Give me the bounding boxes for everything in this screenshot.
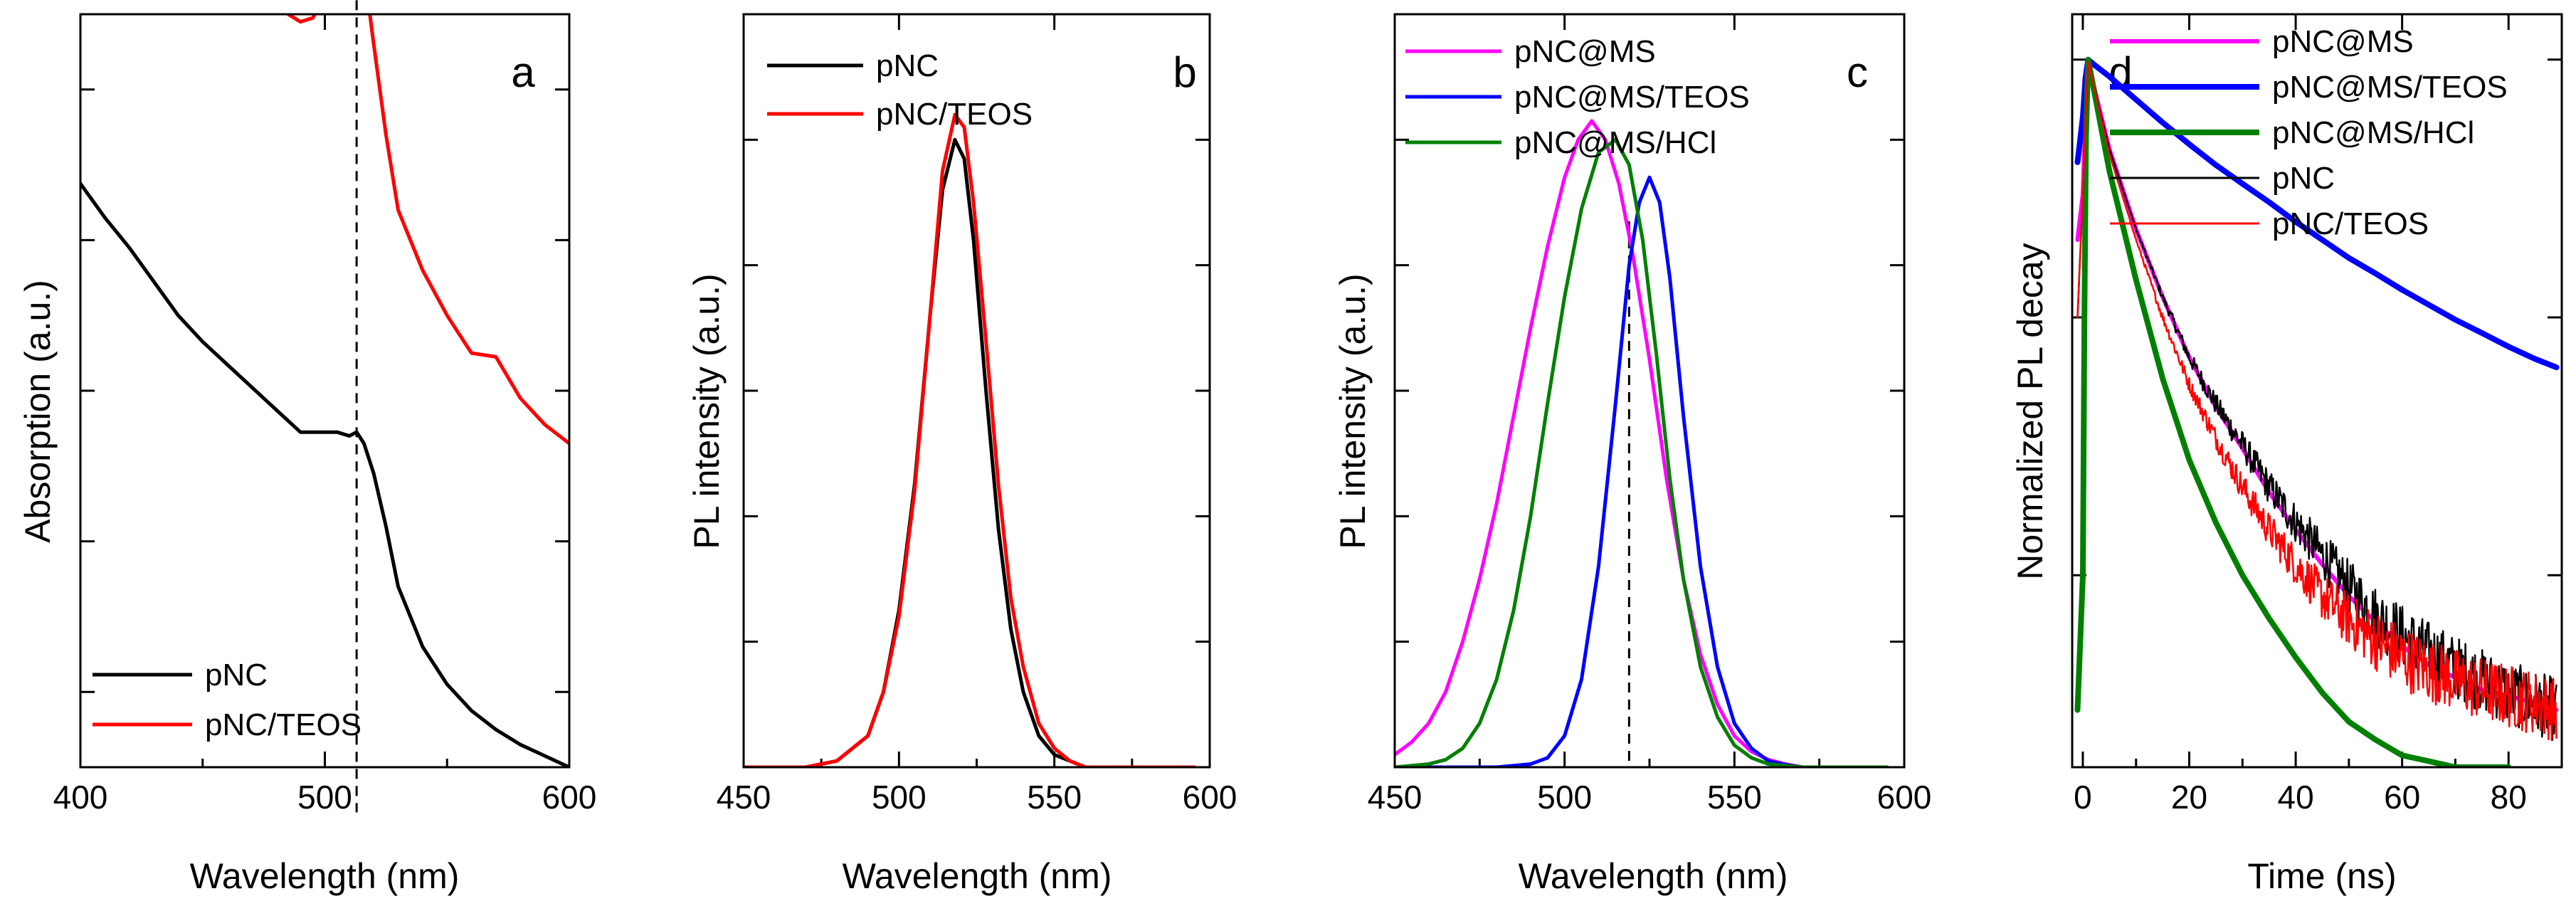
panel-b-x-tick-label: 600	[1183, 779, 1237, 816]
panel-a-plot-frame	[79, 13, 571, 769]
legend-label: pNC/TEOS	[876, 97, 1033, 132]
panel-a-x-tick-label: 600	[542, 779, 597, 816]
panel-c-x-tick-label: 600	[1877, 779, 1932, 816]
panel-d: Normalized PL decay Time (ns) d 0 20 40 60 8…	[2010, 13, 2563, 896]
panel-c-x-tick-label: 550	[1707, 779, 1762, 816]
panel-d-series-pnc-ms-teos	[2074, 56, 2560, 371]
panel-c-series-pnc-ms-hcl	[1395, 137, 1889, 767]
panel-a-legend: pNC pNC/TEOS	[93, 658, 361, 742]
legend-label: pNC/TEOS	[2272, 206, 2429, 241]
panel-d-series-pnc	[2076, 61, 2557, 742]
legend-label: pNC/TEOS	[205, 707, 361, 742]
panel-b-x-tick-label: 450	[717, 779, 771, 816]
panel-d-x-tick-label: 60	[2384, 779, 2420, 816]
legend-label: pNC@MS/HCl	[2272, 115, 2474, 150]
panel-a: Absorption (a.u.) Wavelength (nm) a 400 5…	[18, 0, 596, 896]
panel-b-letter: b	[1173, 48, 1196, 96]
legend-label: pNC@MS	[2272, 24, 2414, 59]
panel-a-letter: a	[511, 48, 535, 96]
legend-label: pNC	[205, 658, 268, 692]
panel-a-series-pnc	[80, 181, 569, 767]
panel-c-letter: c	[1847, 48, 1868, 96]
panel-d-series-pnc-ms	[2075, 57, 2559, 712]
panel-d-y-axis-title: Normalized PL decay	[2010, 243, 2050, 579]
panel-c-series-pnc-ms	[1395, 119, 1889, 767]
panel-c-series-pnc-ms-teos	[1395, 175, 1889, 767]
panel-b-series-pnc	[744, 137, 1196, 767]
panel-b-x-tick-label: 500	[872, 779, 927, 816]
panel-a-series-pnc-teos	[285, 14, 569, 446]
panel-b-legend: pNC pNC/TEOS	[767, 48, 1033, 132]
panel-a-x-tick-label: 400	[53, 779, 108, 816]
panel-a-x-tick-label: 500	[297, 779, 352, 816]
panel-d-legend: pNC@MS pNC@MS/TEOS pNC@MS/HCl pNC pNC/TEOS	[2110, 24, 2508, 241]
legend-label: pNC@MS/HCl	[1514, 125, 1716, 160]
panel-d-x-tick-label: 80	[2491, 779, 2527, 816]
panel-d-x-tick-label: 20	[2171, 779, 2207, 816]
panel-b-plot-frame	[742, 13, 1211, 769]
panel-b: PL intensity (a.u.) Wavelength (nm) b 45…	[687, 13, 1237, 896]
legend-label: pNC@MS/TEOS	[2272, 70, 2508, 105]
panel-c-y-axis-title: PL intensity (a.u.)	[1333, 273, 1373, 549]
panel-c-plot-frame	[1393, 13, 1906, 769]
legend-label: pNC	[2272, 161, 2335, 196]
legend-label: pNC	[876, 48, 939, 83]
panel-d-x-tick-label: 40	[2278, 779, 2314, 816]
panel-c: PL intensity (a.u.) Wavelength (nm) c 45…	[1333, 13, 1932, 896]
legend-label: pNC@MS/TEOS	[1514, 80, 1750, 115]
legend-label: pNC@MS	[1514, 34, 1656, 69]
panel-c-x-tick-label: 450	[1368, 779, 1422, 816]
panel-c-legend: pNC@MS pNC@MS/TEOS pNC@MS/HCl	[1405, 34, 1750, 160]
panel-d-series-pnc-teos	[2076, 61, 2557, 742]
panel-b-y-axis-title: PL intensity (a.u.)	[687, 273, 727, 549]
panel-d-plot-frame	[2071, 13, 2563, 769]
panel-b-x-axis-title: Wavelength (nm)	[843, 856, 1112, 896]
panel-d-x-tick-label: 0	[2074, 779, 2092, 816]
panel-a-x-axis-title: Wavelength (nm)	[190, 856, 460, 896]
panel-d-x-axis-title: Time (ns)	[2247, 856, 2396, 896]
panel-c-x-tick-label: 500	[1537, 779, 1592, 816]
panel-a-y-axis-title: Absorption (a.u.)	[18, 280, 58, 543]
panel-c-x-axis-title: Wavelength (nm)	[1519, 856, 1788, 896]
panel-b-x-tick-label: 550	[1027, 779, 1082, 816]
panel-b-series-pnc-teos	[744, 112, 1196, 767]
